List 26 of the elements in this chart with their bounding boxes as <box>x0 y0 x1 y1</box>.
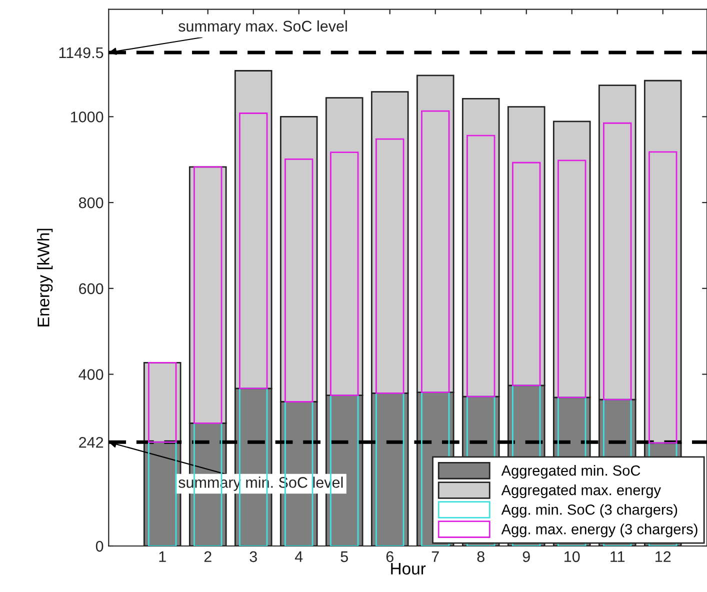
y-tick-label: 600 <box>79 283 104 294</box>
x-tick-label: 12 <box>656 551 671 562</box>
x-tick-label: 3 <box>250 551 257 562</box>
y-tick-label: 0 <box>96 540 104 552</box>
ref-line-label: summary max. SoC level <box>178 20 347 35</box>
x-tick-label: 4 <box>294 551 303 562</box>
y-tick-label: 400 <box>78 369 104 380</box>
y-tick-label: 1149.5 <box>59 47 104 58</box>
legend-label: Agg. max. energy (3 chargers) <box>501 524 698 538</box>
x-tick-label: 5 <box>340 551 348 562</box>
legend-label: Aggregated min. SoC <box>501 464 640 479</box>
legend-label: Aggregated max. energy <box>501 484 661 498</box>
x-axis-title: Hour <box>391 562 426 575</box>
x-tick-label: 8 <box>477 551 484 562</box>
legend-label: Agg. min. SoC (3 chargers) <box>501 504 678 518</box>
x-tick-label: 1 <box>159 551 166 562</box>
y-tick-label: 242 <box>79 436 104 448</box>
x-tick-label: 11 <box>610 551 625 562</box>
x-tick-label: 7 <box>432 551 439 562</box>
y-axis-title: Energy [kWh] <box>37 228 53 326</box>
x-tick-label: 2 <box>204 551 212 562</box>
x-tick-label: 10 <box>564 551 580 562</box>
y-tick-label: 1000 <box>70 112 104 122</box>
x-tick-label: 9 <box>522 551 530 562</box>
y-tick-label: 800 <box>78 197 104 208</box>
x-tick-label: 6 <box>386 551 394 562</box>
